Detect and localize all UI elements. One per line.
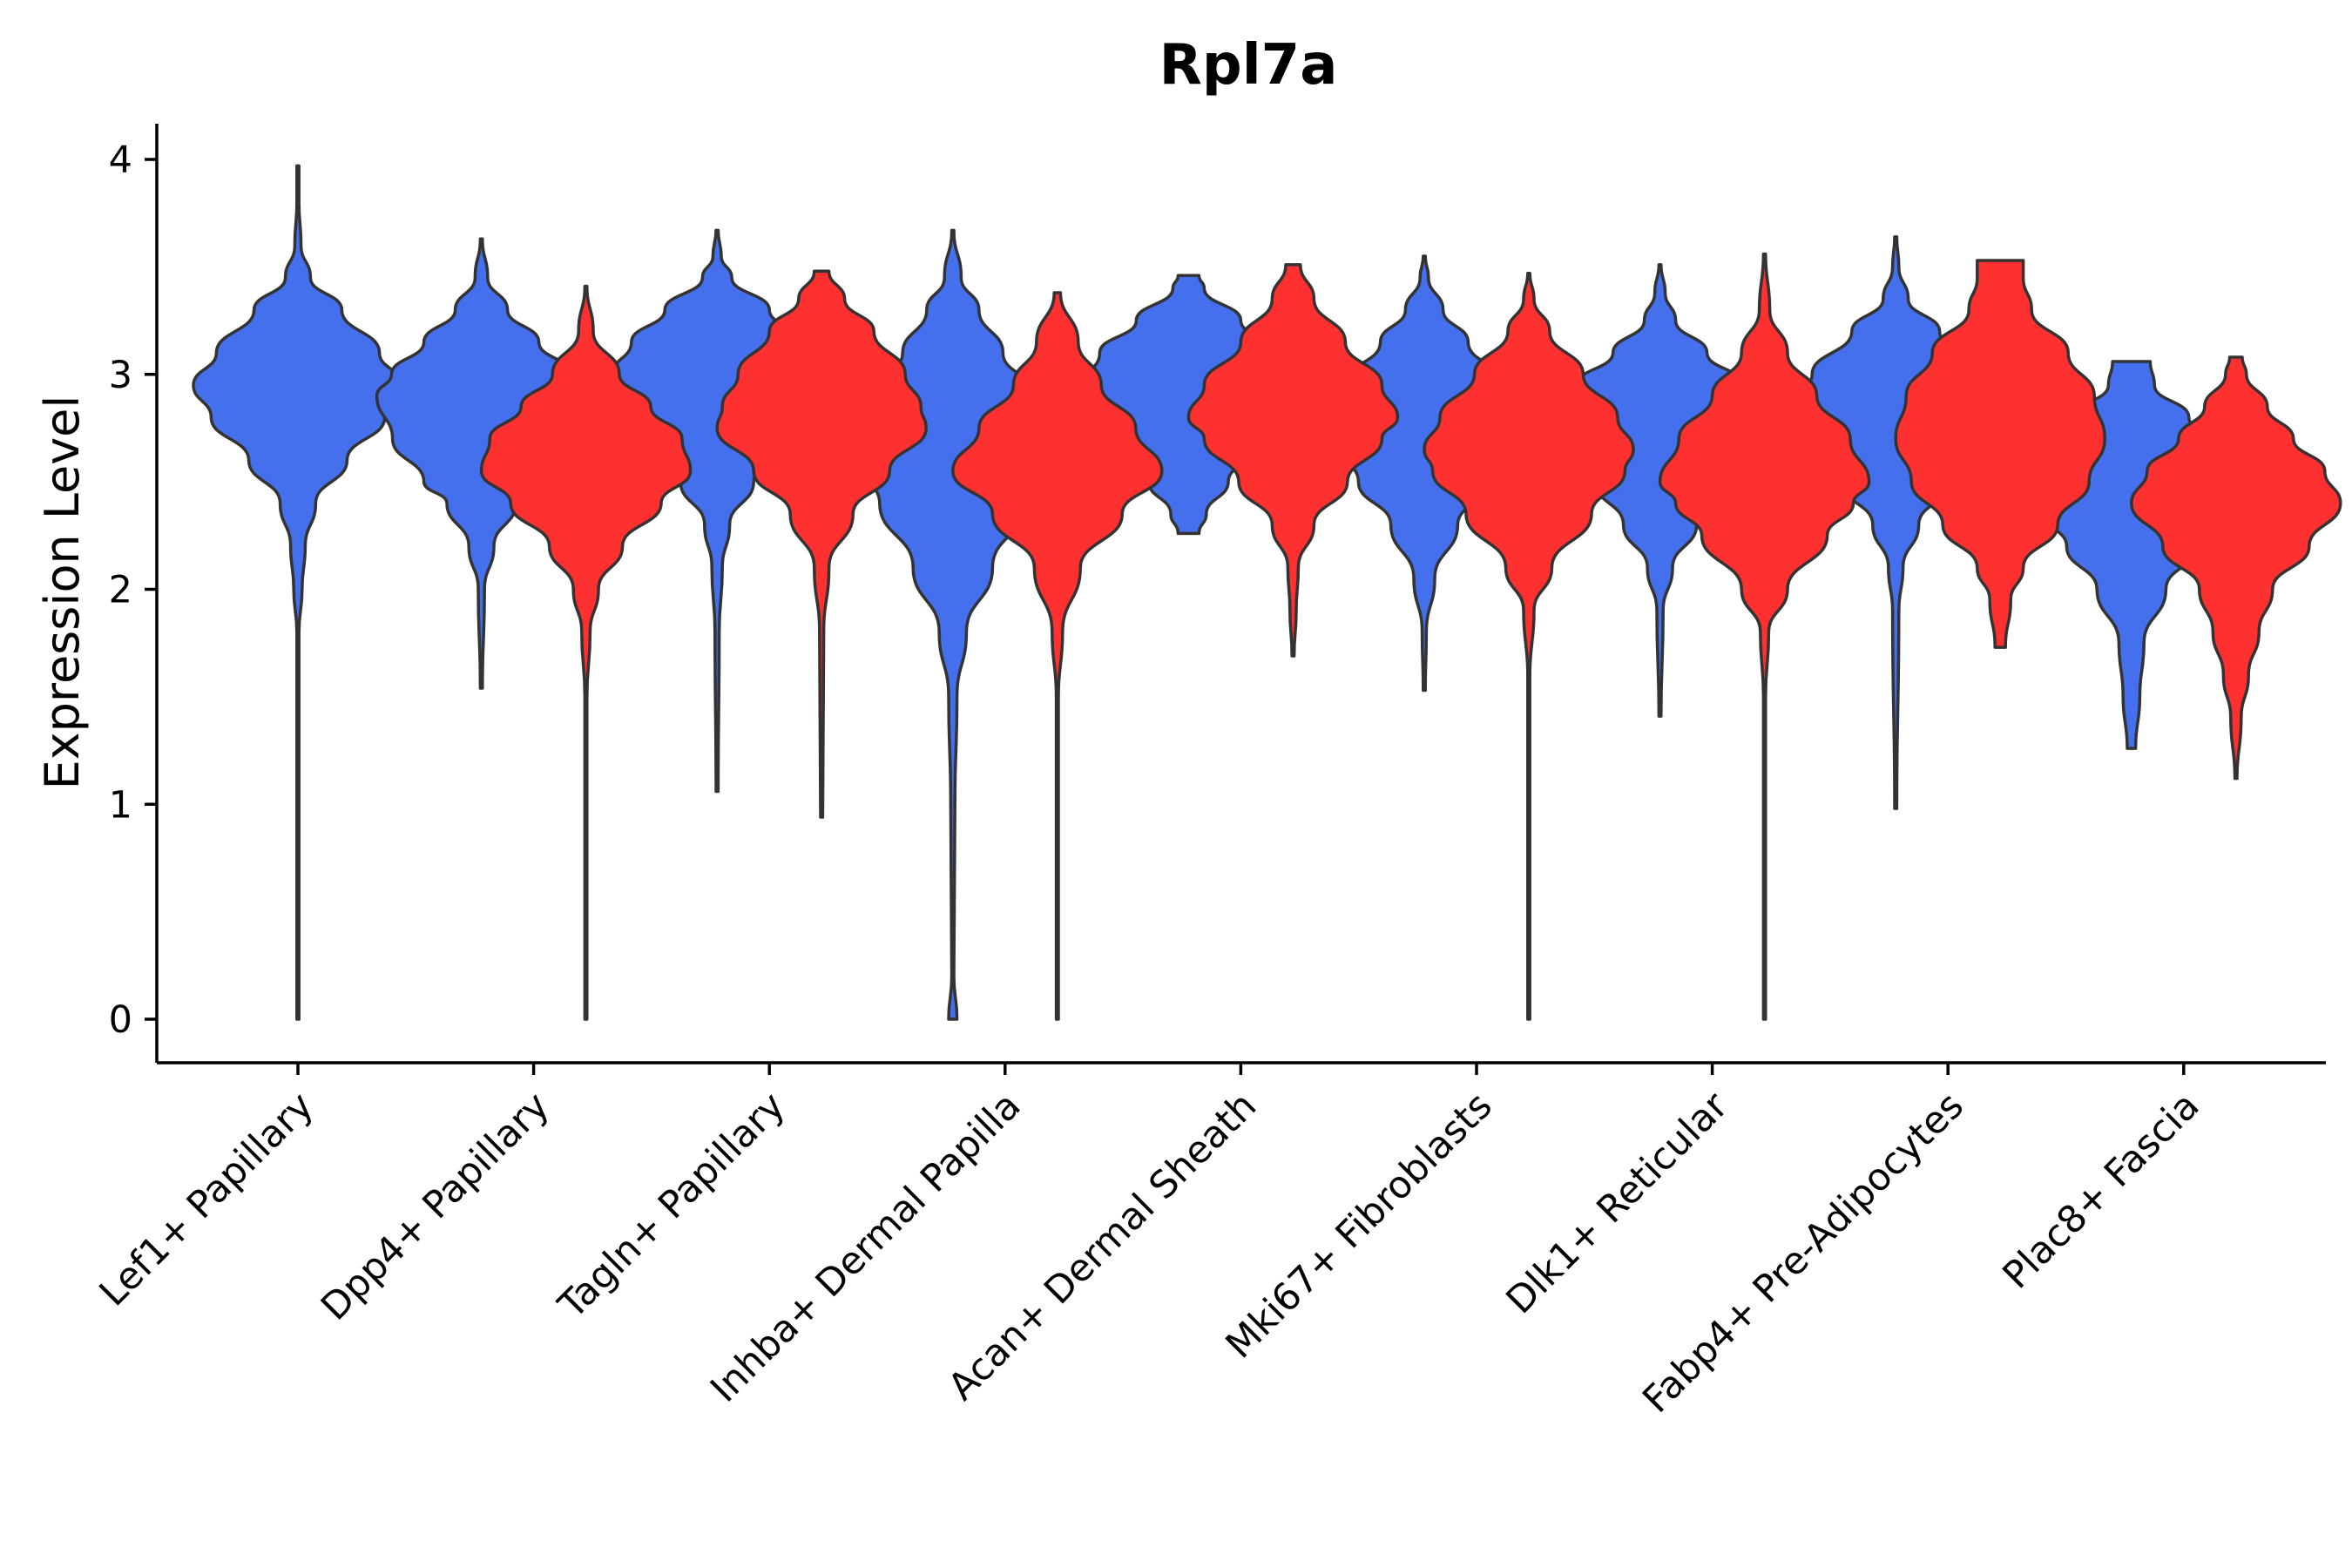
x-tick-label-dpp4-papillary: Dpp4+ Papillary (313, 1084, 558, 1328)
y-tick-label: 3 (109, 354, 132, 397)
x-tick-label-mki67-fibroblasts: Mki67+ Fibroblasts (1218, 1084, 1501, 1367)
y-tick-label: 0 (109, 998, 132, 1042)
violin-plac8-fascia-group2 (2130, 355, 2342, 781)
x-tick-label-plac8-fascia: Plac8+ Fascia (1995, 1084, 2208, 1297)
violin-inhba-dermal-papilla-group2 (951, 291, 1164, 1021)
chart-title: Rpl7a (1159, 33, 1338, 98)
x-tick-label-tagln-papillary: Tagln+ Papillary (550, 1084, 794, 1328)
violin-tagln-papillary-group2 (715, 269, 928, 819)
x-tick-label-dlk1-reticular: Dlk1+ Reticular (1498, 1084, 1737, 1322)
violin-dpp4-papillary-group2 (479, 284, 693, 1021)
violin-layer (192, 164, 2342, 1021)
violin-mki67-fibroblasts-group2 (1423, 272, 1635, 1021)
y-tick-label: 2 (109, 569, 132, 612)
violin-lef1-papillary-group1 (192, 164, 404, 1021)
violin-acan-dermal-sheath-group2 (1186, 263, 1400, 658)
y-ticks: 0 1 2 3 4 (109, 139, 157, 1042)
violin-dlk1-reticular-group2 (1658, 252, 1871, 1021)
y-tick-label: 4 (109, 139, 132, 182)
y-axis-label: Expression Level (35, 395, 90, 790)
y-tick-label: 1 (109, 783, 132, 827)
violin-fabp4-pre-adipocytes-group2 (1894, 259, 2106, 649)
x-tick-label-lef1-papillary: Lef1+ Papillary (91, 1084, 322, 1315)
